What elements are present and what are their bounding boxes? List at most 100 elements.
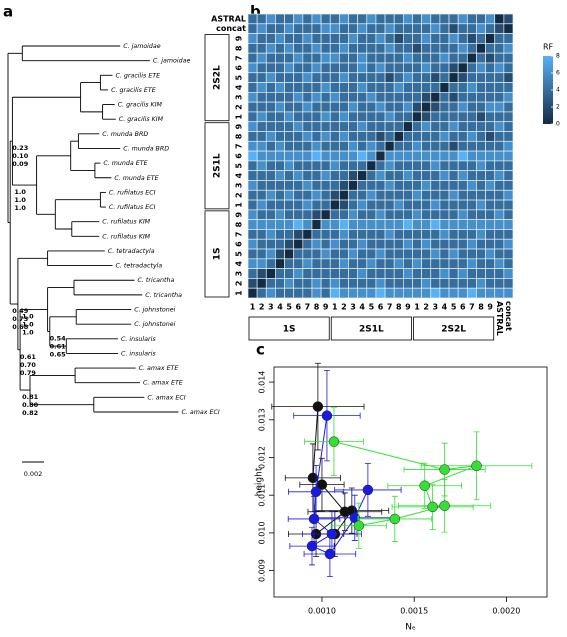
- heatmap-cell: [275, 33, 285, 44]
- row-label: concat: [216, 24, 246, 33]
- heatmap-cell: [494, 101, 505, 113]
- heatmap-cell: [265, 248, 276, 260]
- heatmap-cell: [494, 287, 505, 299]
- heatmap-cell: [247, 121, 258, 132]
- heatmap-cell: [329, 189, 340, 201]
- heatmap-cell: [329, 72, 340, 83]
- heatmap-cell: [485, 33, 496, 44]
- heatmap-cell: [402, 278, 413, 289]
- heatmap-cell: [430, 13, 441, 25]
- heatmap-cell: [421, 238, 432, 250]
- heatmap-cell: [448, 219, 459, 230]
- heatmap-cell: [320, 82, 331, 93]
- heatmap-cell: [421, 82, 432, 93]
- heatmap-cell: [348, 248, 359, 260]
- heatmap-cell: [302, 131, 313, 142]
- heatmap-cell: [485, 101, 496, 113]
- heatmap-cell: [439, 62, 450, 74]
- heatmap-cell: [476, 72, 486, 83]
- heatmap-cell: [320, 238, 331, 250]
- heatmap-cell: [265, 121, 276, 132]
- heatmap-cell: [366, 189, 377, 201]
- heatmap-cell: [466, 209, 477, 221]
- heatmap-cell: [302, 209, 313, 221]
- heatmap-cell: [275, 199, 285, 211]
- heatmap-cell: [366, 121, 377, 132]
- heatmap-cell: [366, 238, 377, 250]
- column-group-box: [248, 316, 330, 341]
- colorbar-title: RF: [543, 43, 554, 52]
- heatmap-cell: [320, 160, 331, 172]
- heatmap-cell: [247, 150, 258, 162]
- heatmap-cell: [247, 52, 258, 64]
- heatmap-cell: [348, 91, 359, 103]
- heatmap-cell: [448, 238, 459, 250]
- row-label: 3: [235, 271, 244, 277]
- heatmap-cell: [466, 121, 477, 132]
- heatmap-cell: [485, 219, 496, 230]
- heatmap-cell: [503, 238, 514, 250]
- heatmap-cell: [284, 160, 295, 172]
- heatmap-cell: [457, 170, 468, 181]
- heatmap-cell: [247, 287, 258, 299]
- heatmap-cell: [375, 209, 386, 221]
- heatmap-cell: [357, 13, 368, 25]
- heatmap-cell: [256, 131, 267, 142]
- heatmap-cell: [485, 160, 496, 172]
- heatmap-cell: [457, 111, 468, 123]
- heatmap-cell: [421, 140, 432, 152]
- heatmap-cell: [275, 91, 285, 103]
- point: [419, 480, 430, 492]
- heatmap-cell: [412, 131, 422, 142]
- heatmap-cell: [311, 189, 322, 201]
- heatmap-cell: [348, 150, 359, 162]
- heatmap-cell: [320, 111, 331, 123]
- heatmap-cell: [357, 52, 368, 64]
- heatmap-cell: [366, 229, 377, 240]
- heatmap-cell: [402, 150, 413, 162]
- heatmap-cell: [329, 219, 340, 230]
- heatmap-cell: [339, 91, 349, 103]
- heatmap-cell: [503, 33, 514, 44]
- leaf-label: C. gracilis KIM: [119, 116, 164, 123]
- heatmap-cell: [302, 278, 313, 289]
- heatmap-cell: [311, 248, 322, 260]
- row-label: 6: [235, 65, 244, 71]
- heatmap-cell: [466, 219, 477, 230]
- heatmap-cell: [503, 121, 514, 132]
- heatmap-cell: [448, 43, 459, 54]
- heatmap-cell: [284, 121, 295, 132]
- heatmap-cell: [366, 101, 377, 113]
- heatmap-cell: [448, 121, 459, 132]
- heatmap-cell: [384, 229, 395, 240]
- heatmap-cell: [448, 82, 459, 93]
- heatmap-cell: [476, 43, 486, 54]
- support-label: 0.65: [50, 350, 67, 358]
- heatmap-cell: [439, 52, 450, 64]
- heatmap-cell: [329, 160, 340, 172]
- heatmap-cell: [466, 131, 477, 142]
- heatmap-cell: [275, 72, 285, 83]
- heatmap-cell: [503, 23, 514, 34]
- leaf-label: C. amax ETE: [139, 365, 179, 372]
- heatmap-cell: [412, 170, 422, 181]
- heatmap-cell: [329, 180, 340, 191]
- heatmap-cell: [466, 278, 477, 289]
- leaf-label: C. jamoidae: [153, 58, 191, 65]
- heatmap-cell: [412, 91, 422, 103]
- heatmap-cell: [485, 278, 496, 289]
- column-label: 5: [286, 303, 292, 312]
- heatmap-cell: [339, 150, 349, 162]
- heatmap-cell: [485, 268, 496, 279]
- heatmap-cell: [448, 170, 459, 181]
- heatmap-cell: [247, 131, 258, 142]
- heatmap-cell: [421, 91, 432, 103]
- heatmap-cell: [421, 121, 432, 132]
- heatmap-cell: [476, 268, 486, 279]
- heatmap-cell: [494, 43, 505, 54]
- heatmap-cell: [302, 82, 313, 93]
- heatmap-cell: [375, 278, 386, 289]
- heatmap-cell: [357, 101, 368, 113]
- heatmap-cell: [284, 91, 295, 103]
- heatmap-cell: [339, 258, 349, 269]
